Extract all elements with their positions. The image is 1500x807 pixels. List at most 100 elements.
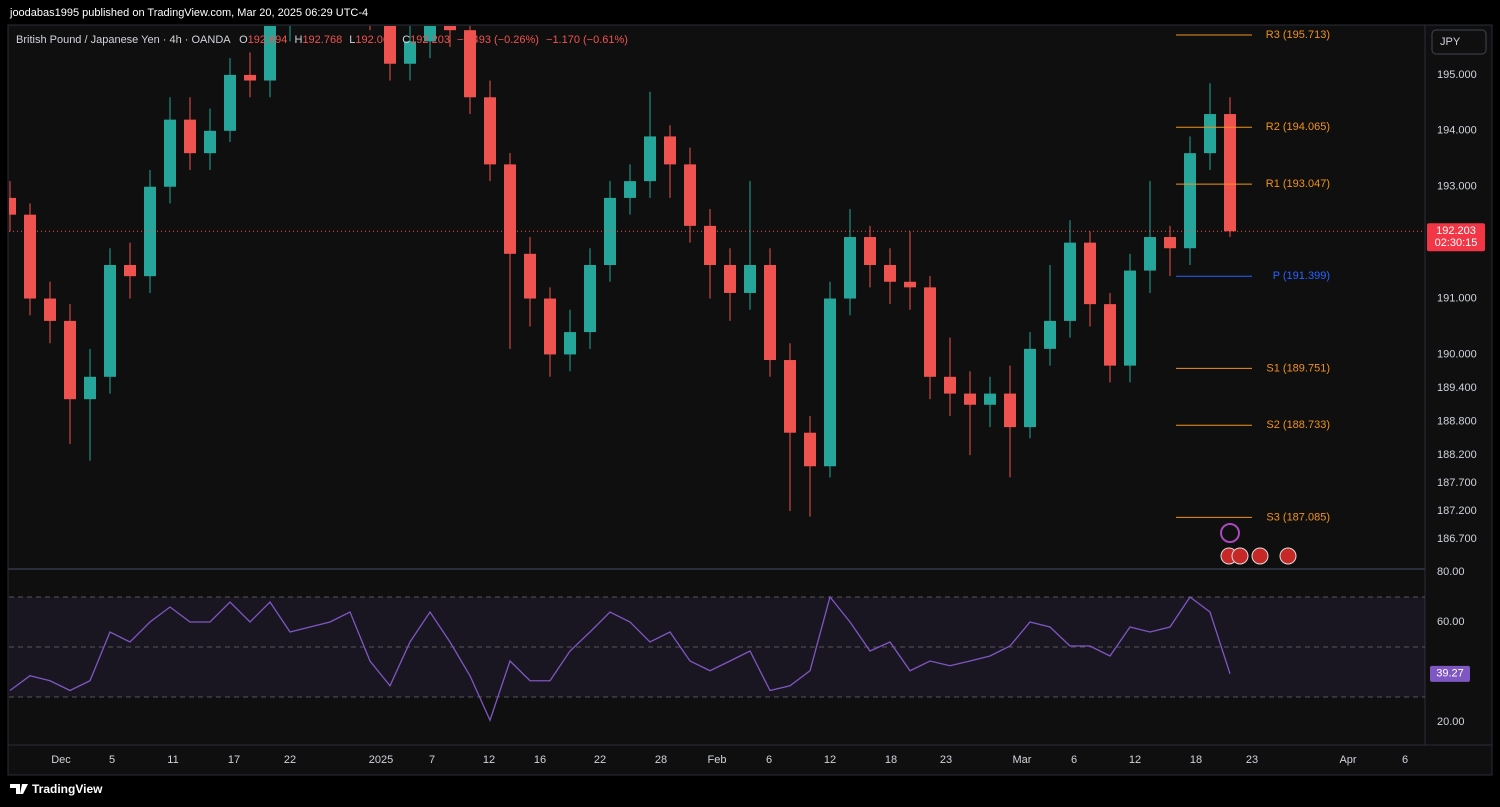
candle-body — [524, 253, 536, 299]
candle-body — [764, 264, 776, 361]
currency-button[interactable] — [1431, 29, 1487, 55]
x-tick-label: 18 — [885, 754, 897, 766]
pivot-label: S2 (188.733) — [1266, 419, 1330, 431]
event-flag[interactable] — [1251, 547, 1269, 565]
candle-body — [444, 26, 456, 31]
rsi-line — [9, 595, 1231, 723]
chart-frame — [7, 24, 1493, 776]
x-tick-label: 7 — [429, 754, 435, 766]
candle-body — [24, 214, 36, 299]
legend-low: 192.062 — [355, 34, 395, 46]
pivot-label: S3 (187.085) — [1266, 511, 1330, 523]
x-tick-label: Apr — [1339, 754, 1356, 766]
event-icons — [1220, 523, 1297, 565]
candle-body — [844, 237, 856, 299]
legend-key: H — [294, 34, 302, 46]
candle-body — [64, 320, 76, 400]
candle-body — [1164, 237, 1176, 249]
x-tick-label: 17 — [228, 754, 240, 766]
candle-body — [184, 119, 196, 154]
candle-body — [744, 264, 756, 293]
x-tick-label: 16 — [534, 754, 546, 766]
rsi-band-fill — [9, 597, 1425, 697]
candle-body — [924, 287, 936, 377]
candle-body — [1224, 114, 1236, 232]
event-flag[interactable] — [1231, 547, 1249, 565]
candle-body — [384, 26, 396, 64]
candle-body — [984, 393, 996, 405]
pivot-label: R1 (193.047) — [1266, 178, 1330, 190]
footer-logo — [10, 784, 28, 794]
candle-body — [1064, 242, 1076, 321]
candle-body — [564, 332, 576, 355]
legend-close: 192.203 — [410, 34, 450, 46]
x-tick-label: 18 — [1190, 754, 1202, 766]
candle-body — [1024, 348, 1036, 428]
candle-body — [1184, 153, 1196, 249]
y-tick-label: 194.000 — [1437, 125, 1477, 137]
event-flag[interactable] — [1279, 547, 1297, 565]
legend-open: 192.694 — [248, 34, 288, 46]
candle-body — [824, 298, 836, 467]
candle-body — [964, 393, 976, 405]
legend: British Pound / Japanese Yen · 4h · OAND… — [16, 34, 628, 46]
publisher-line: joodabas1995 published on TradingView.co… — [9, 7, 368, 19]
price-pane — [9, 26, 1236, 517]
candle-body — [1104, 304, 1116, 366]
candle-body — [204, 130, 216, 154]
rsi-pane — [9, 595, 1425, 723]
candle-body — [704, 225, 716, 265]
x-tick-label: 22 — [284, 754, 296, 766]
y-tick-label: 190.000 — [1437, 348, 1477, 360]
y-tick-label: 195.000 — [1437, 69, 1477, 81]
pivot-label: R3 (195.713) — [1266, 29, 1330, 41]
candle-body — [424, 26, 436, 42]
candle-body — [404, 41, 416, 64]
overlay: 195.000 194.000 193.000 191.000 190.000 189.4… — [9, 29, 1485, 766]
y-tick-label: 189.400 — [1437, 382, 1477, 394]
candle-body — [864, 237, 876, 265]
legend-key: O — [239, 34, 248, 46]
candle-body — [164, 119, 176, 187]
x-tick-label: 12 — [824, 754, 836, 766]
x-tick-label: 6 — [1071, 754, 1077, 766]
candle-body — [784, 360, 796, 433]
x-tick-label: 5 — [109, 754, 115, 766]
x-tick-label: 22 — [594, 754, 606, 766]
x-tick-label: 6 — [766, 754, 772, 766]
x-tick-label: 23 — [1246, 754, 1258, 766]
y-tick-label: 191.000 — [1437, 292, 1477, 304]
symbol: British Pound / Japanese Yen · 4h · OAND… — [16, 34, 231, 46]
candle-body — [484, 97, 496, 165]
y-tick-label: 186.700 — [1437, 533, 1477, 545]
countdown: 02:30:15 — [1435, 237, 1478, 249]
candle-body — [244, 74, 256, 81]
y-tick-label: 187.200 — [1437, 505, 1477, 517]
candle-body — [44, 298, 56, 321]
x-tick-label: 12 — [483, 754, 495, 766]
pivot-label: R2 (194.065) — [1266, 121, 1330, 133]
candle-body — [544, 298, 556, 355]
x-tick-label: Feb — [708, 754, 727, 766]
rsi-value-box — [1430, 665, 1470, 682]
candle-body — [9, 197, 16, 215]
x-tick-label: 11 — [167, 754, 178, 766]
candle-body — [464, 30, 476, 98]
candle-body — [1084, 242, 1096, 305]
rsi-value-label: 39.27 — [1436, 668, 1464, 680]
candle-body — [1044, 320, 1056, 349]
candle-body — [904, 281, 916, 288]
footer-brand: TradingView — [32, 782, 103, 796]
candle-body — [684, 164, 696, 226]
currency[interactable]: JPY — [1440, 36, 1461, 48]
candle-body — [124, 264, 136, 277]
rsi-tick-label: 80.00 — [1437, 566, 1465, 578]
candle-body — [504, 164, 516, 254]
event-icon[interactable] — [1220, 523, 1240, 543]
candle-body — [264, 26, 276, 81]
x-tick-label: 12 — [1129, 754, 1141, 766]
candle-body — [584, 264, 596, 333]
x-tick-label: Dec — [51, 754, 71, 766]
candle-body — [1204, 114, 1216, 154]
